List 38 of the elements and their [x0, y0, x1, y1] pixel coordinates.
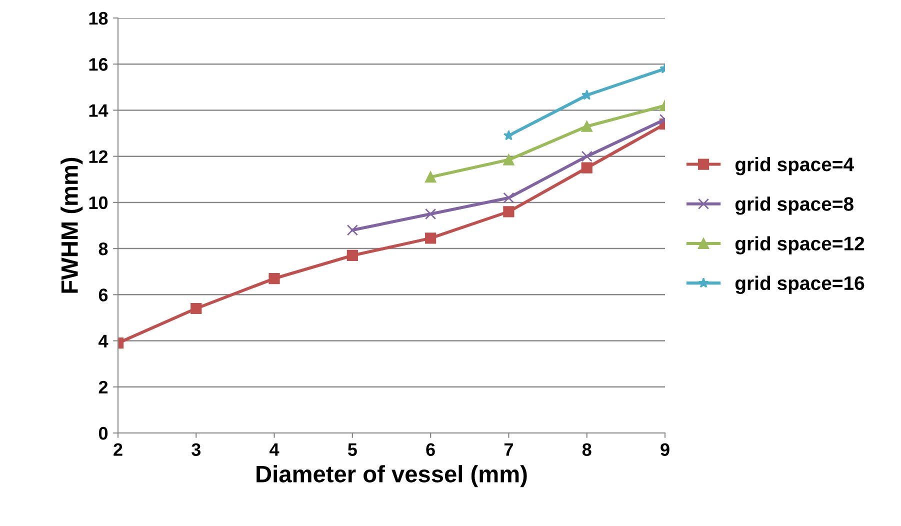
point [346, 224, 358, 236]
x-tick-label: 5 [348, 443, 357, 456]
y-tick-label: 0 [98, 426, 108, 440]
y-axis-title: FWHM (mm) [60, 158, 83, 293]
point [503, 130, 514, 140]
x-tick-label: 8 [582, 443, 592, 456]
y-tick-label: 10 [89, 196, 108, 210]
x-tick-label: 2 [114, 443, 122, 456]
point [581, 120, 592, 132]
y-tick-label: 14 [89, 104, 108, 117]
point [503, 206, 514, 218]
legend-label: grid space=12 [735, 236, 864, 254]
y-tick-label: 18 [89, 12, 108, 25]
y-tick-label: 16 [89, 58, 108, 71]
y-tick-label: 8 [98, 242, 108, 256]
x-tick-label: 7 [504, 443, 513, 456]
point [190, 302, 202, 314]
x-tick-label: 4 [270, 443, 280, 456]
x-tick-label: 6 [426, 443, 435, 456]
legend-label: grid space=8 [735, 196, 854, 215]
y-tick-label: 6 [98, 288, 108, 302]
x-tick-label: 3 [192, 443, 201, 456]
point [503, 192, 514, 204]
point [503, 154, 514, 166]
y-tick-label: 4 [98, 334, 108, 348]
y-tick-label: 2 [98, 380, 108, 394]
x-axis-title: Diameter of vessel (mm) [256, 465, 527, 488]
x-tick-label: 9 [660, 443, 670, 456]
legend-label: grid space=4 [735, 156, 854, 176]
point [268, 272, 280, 284]
legend-label: grid space=16 [735, 276, 864, 294]
point [346, 250, 358, 262]
point [581, 162, 592, 174]
point [425, 208, 436, 220]
y-tick-label: 12 [89, 150, 108, 163]
point [581, 150, 592, 162]
point [425, 232, 436, 244]
point [425, 172, 436, 183]
